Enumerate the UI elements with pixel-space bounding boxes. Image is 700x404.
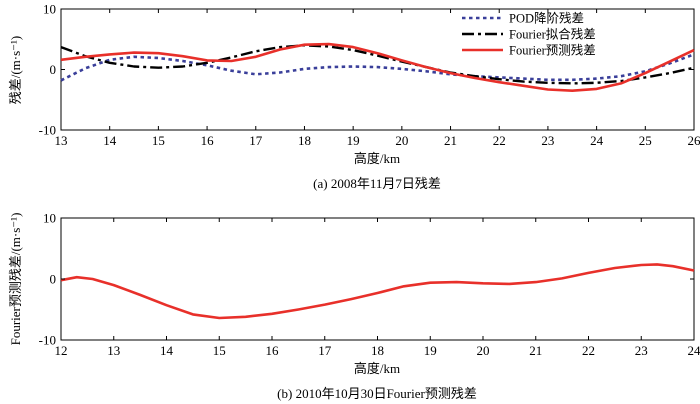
chart-a-legend-label-1: Fourier拟合残差 [509, 27, 596, 42]
chart-a-xtick-label: 13 [55, 133, 68, 148]
chart-a-xtick-label: 14 [103, 133, 117, 148]
chart-a: 13 14 15 16 17 18 19 20 21 22 23 24 25 26 -10 0 10 POD降阶… [8, 2, 700, 192]
chart-b: 12 13 14 15 16 17 18 19 20 21 22 23 24 -10 0 10 高度/km F… [8, 211, 700, 402]
chart-b-xtick-label: 20 [477, 343, 490, 358]
chart-a-ticks-group: 13 14 15 16 17 18 19 20 21 22 23 24 25 26 -10 0 10 [39, 2, 700, 149]
chart-b-xtick-label: 18 [371, 343, 384, 358]
chart-a-ytick-label: 0 [50, 62, 57, 77]
chart-a-caption: (a) 2008年11月7日残差 [313, 176, 441, 191]
chart-a-xtick-label: 22 [493, 133, 506, 148]
chart-b-ytick-label: 0 [50, 272, 57, 287]
chart-a-xtick-label: 16 [201, 133, 215, 148]
chart-a-series-group [60, 42, 695, 92]
chart-b-xtick-label: 21 [529, 343, 542, 358]
chart-a-series-line-0 [60, 53, 695, 82]
chart-a-xtick-label: 25 [639, 133, 652, 148]
chart-b-xlabel: 高度/km [354, 361, 400, 376]
chart-b-series-line-0 [60, 263, 695, 320]
chart-b-plot-frame [60, 217, 695, 341]
chart-a-xtick-label: 15 [152, 133, 165, 148]
chart-b-xtick-label: 12 [55, 343, 68, 358]
chart-a-xtick-label: 23 [541, 133, 554, 148]
chart-a-xtick-label: 17 [249, 133, 263, 148]
chart-b-ytick-label: -10 [39, 333, 56, 348]
chart-a-series-line-2 [60, 42, 695, 92]
chart-a-plot-frame [60, 8, 695, 131]
chart-a-ytick-label: -10 [39, 123, 56, 138]
chart-b-caption: (b) 2010年10月30日Fourier预测残差 [277, 386, 477, 401]
chart-b-xtick-label: 23 [635, 343, 648, 358]
chart-b-series-group [60, 263, 695, 320]
chart-a-xtick-label: 24 [590, 133, 604, 148]
chart-b-xtick-label: 22 [582, 343, 595, 358]
chart-b-xtick-label: 15 [213, 343, 226, 358]
chart-b-xtick-label: 14 [160, 343, 174, 358]
chart-a-ytick-label: 10 [43, 2, 56, 17]
chart-a-legend-label-2: Fourier预测残差 [509, 44, 596, 58]
chart-a-series-line-1 [60, 44, 695, 85]
chart-a-legend-label-0: POD降阶残差 [509, 12, 584, 26]
chart-b-xtick-label: 16 [266, 343, 280, 358]
chart-a-xtick-label: 19 [347, 133, 360, 148]
chart-b-ytick-label: 10 [43, 211, 56, 226]
chart-b-xtick-label: 19 [424, 343, 437, 358]
chart-a-xtick-label: 26 [688, 133, 700, 148]
chart-b-xtick-label: 24 [688, 343, 700, 358]
chart-a-xtick-label: 18 [298, 133, 311, 148]
chart-b-ylabel: Fourier预测残差/(m·s⁻¹) [8, 213, 23, 346]
chart-a-xtick-label: 21 [444, 133, 457, 148]
chart-b-ticks-group: 12 13 14 15 16 17 18 19 20 21 22 23 24 -10 0 10 [39, 211, 700, 359]
chart-a-xtick-label: 20 [395, 133, 408, 148]
chart-a-ylabel: 残差/(m·s⁻¹) [8, 36, 23, 105]
chart-b-xtick-label: 17 [318, 343, 332, 358]
chart-a-xlabel: 高度/km [354, 151, 400, 166]
chart-b-xtick-label: 13 [107, 343, 120, 358]
